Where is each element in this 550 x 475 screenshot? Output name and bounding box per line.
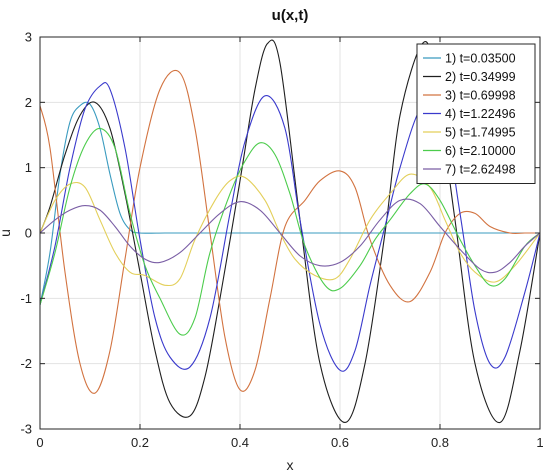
x-tick-label: 0.2 (131, 435, 149, 450)
x-tick-label: 0.4 (231, 435, 249, 450)
x-tick-label: 0.6 (331, 435, 349, 450)
series-line-7 (39, 198, 541, 274)
y-tick-label: 0 (25, 226, 32, 241)
y-tick-label: -1 (20, 291, 32, 306)
x-axis-label: x (287, 457, 294, 473)
y-axis-label: u (0, 229, 13, 237)
series-line-5 (39, 173, 541, 287)
legend-entry: 2) t=0.34999 (445, 70, 516, 84)
legend: 1) t=0.03500 2) t=0.34999 3) t=0.69998 4) t… (416, 43, 536, 184)
legend-entry: 7) t=2.62498 (445, 163, 516, 177)
y-tick-label: 3 (25, 30, 32, 45)
ticks: 0 0.2 0.4 0.6 0.8 1 -3 -2 -1 0 1 2 3 (20, 30, 543, 451)
series-line-6 (39, 127, 541, 336)
chart-title: u(x,t) (272, 7, 309, 24)
y-tick-label: 2 (25, 95, 32, 110)
y-tick-label: -2 (20, 356, 32, 371)
legend-entry: 4) t=1.22496 (445, 107, 516, 121)
y-tick-label: -3 (20, 422, 32, 437)
series-line-3 (39, 69, 540, 394)
legend-entry: 1) t=0.03500 (445, 52, 516, 66)
legend-entry: 5) t=1.74995 (445, 126, 516, 140)
legend-entry: 6) t=2.10000 (445, 144, 516, 158)
series-line-4 (39, 81, 541, 372)
x-tick-label: 0 (36, 435, 43, 450)
y-tick-label: 1 (25, 160, 32, 175)
x-tick-label: 0.8 (431, 435, 449, 450)
x-tick-label: 1 (536, 435, 543, 450)
series-lines (39, 39, 541, 424)
legend-entry: 3) t=0.69998 (445, 89, 516, 103)
